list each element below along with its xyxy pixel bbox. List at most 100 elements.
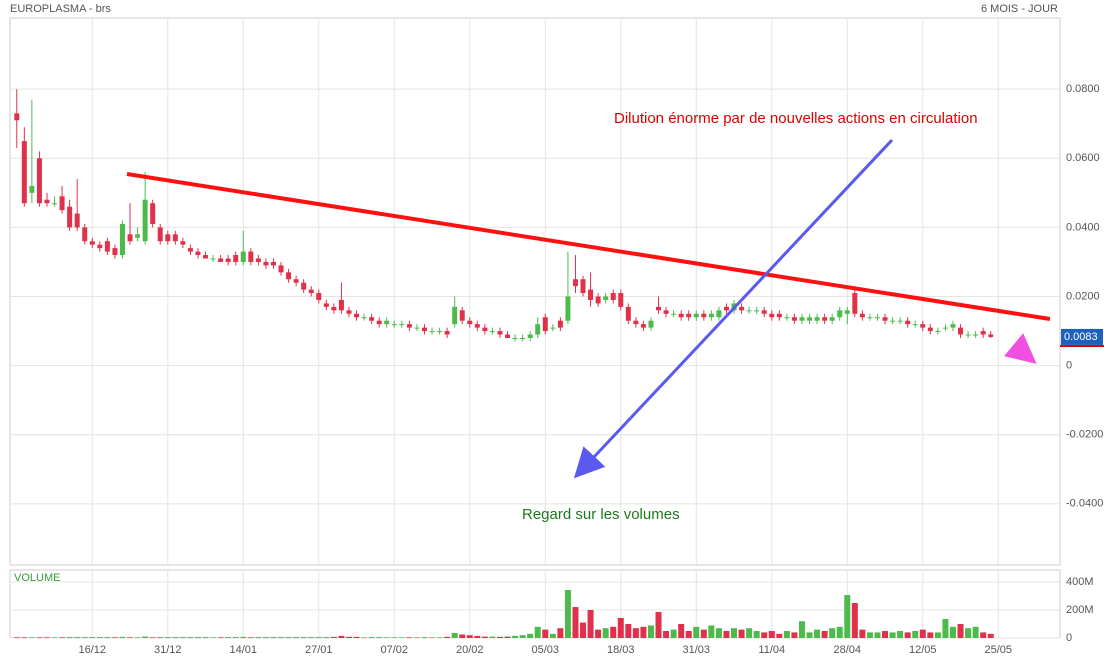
volume-bar: [368, 637, 375, 638]
candle-body: [361, 317, 367, 319]
volume-bar: [504, 636, 511, 638]
volume-bar: [572, 607, 579, 638]
volume-bar: [315, 637, 322, 638]
x-tick-label: 18/03: [607, 644, 635, 656]
candle-body: [489, 331, 495, 333]
volume-bar: [262, 637, 269, 638]
volume-bar: [934, 632, 941, 638]
volume-bar: [678, 624, 685, 638]
volume-bar: [519, 635, 526, 638]
candle-body: [822, 317, 828, 321]
candle-body: [467, 320, 473, 325]
candle-body: [784, 317, 790, 319]
candle-body: [633, 320, 639, 325]
volume-bar: [587, 610, 594, 638]
volume-bar: [647, 625, 654, 638]
volume-bar: [240, 636, 247, 638]
candle-body: [414, 327, 420, 329]
volume-bar: [13, 637, 20, 638]
candle-body: [286, 272, 292, 280]
candle-body: [746, 310, 752, 312]
volume-bar: [859, 629, 866, 638]
candle-body: [565, 296, 571, 321]
candle-body: [837, 310, 843, 318]
volume-bar: [972, 626, 979, 638]
candle-body: [331, 306, 337, 311]
volume-bar: [202, 637, 209, 638]
volume-bar: [610, 626, 617, 638]
volume-bar: [459, 634, 466, 638]
volume-bar: [489, 636, 496, 638]
volume-bar: [836, 626, 843, 638]
volume-bar: [43, 637, 50, 638]
candle-body: [520, 337, 526, 339]
volume-bar: [391, 637, 398, 638]
candle-body: [791, 317, 797, 321]
volume-bar: [293, 637, 300, 638]
candle-body: [512, 337, 518, 339]
candle-body: [542, 317, 548, 332]
volume-tick-label: 400M: [1066, 576, 1094, 588]
candle-body: [557, 320, 563, 328]
volume-bar: [119, 636, 126, 638]
candle-body: [142, 199, 148, 242]
candle-body: [935, 331, 941, 333]
volume-bar: [957, 624, 964, 638]
candle-body: [799, 317, 805, 321]
volume-bar: [542, 629, 549, 638]
chart-subtitle: 6 MOIS - JOUR: [981, 3, 1058, 15]
candle-body: [59, 196, 65, 211]
candle-body: [278, 265, 284, 273]
candle-body: [346, 310, 352, 314]
candle-body: [807, 317, 813, 321]
volume-bar: [481, 636, 488, 638]
candle-body: [384, 320, 390, 325]
candle-body: [376, 320, 382, 325]
volume-bar: [602, 628, 609, 638]
candle-body: [776, 313, 782, 318]
volume-bar: [761, 632, 768, 638]
candle-body: [965, 334, 971, 336]
y-tick-label: -0.0400: [1066, 498, 1103, 510]
candle-body: [187, 248, 193, 252]
volume-tick-label: 0: [1066, 632, 1072, 644]
candle-body: [369, 317, 375, 321]
candle-body: [852, 293, 858, 314]
volume-bar: [715, 628, 722, 638]
candle-body: [301, 282, 307, 290]
candle-body: [104, 241, 110, 252]
volume-bar: [927, 632, 934, 638]
volume-bar: [617, 617, 624, 638]
candle-body: [399, 324, 405, 326]
volume-bar: [557, 628, 564, 638]
candle-body: [240, 251, 246, 262]
candle-body: [82, 227, 88, 242]
volume-bar: [580, 622, 587, 638]
volume-bar: [851, 603, 858, 638]
volume-bar: [942, 618, 949, 638]
volume-bar: [474, 635, 481, 638]
candle-body: [535, 324, 541, 335]
last-value-label: 0.0083: [1064, 331, 1098, 343]
volume-bar: [655, 611, 662, 638]
trend-line: [126, 172, 1051, 321]
last-value-box: [1061, 328, 1103, 345]
candle-body: [210, 258, 216, 260]
volume-bar: [829, 628, 836, 638]
volume-bar: [104, 637, 111, 638]
volume-title: VOLUME: [14, 572, 60, 584]
candle-body: [255, 258, 261, 262]
candle-body: [927, 327, 933, 332]
candle-body: [867, 317, 873, 319]
volume-bar: [383, 637, 390, 638]
candle-body: [950, 324, 956, 328]
volume-bar: [768, 631, 775, 638]
volume-bar: [323, 637, 330, 638]
volume-bar: [919, 629, 926, 638]
candle-body: [452, 306, 458, 325]
candle-body: [67, 206, 73, 228]
x-tick-label: 07/02: [381, 644, 409, 656]
volume-bar: [783, 631, 790, 638]
candle-body: [437, 331, 443, 333]
candle-body: [588, 289, 594, 300]
